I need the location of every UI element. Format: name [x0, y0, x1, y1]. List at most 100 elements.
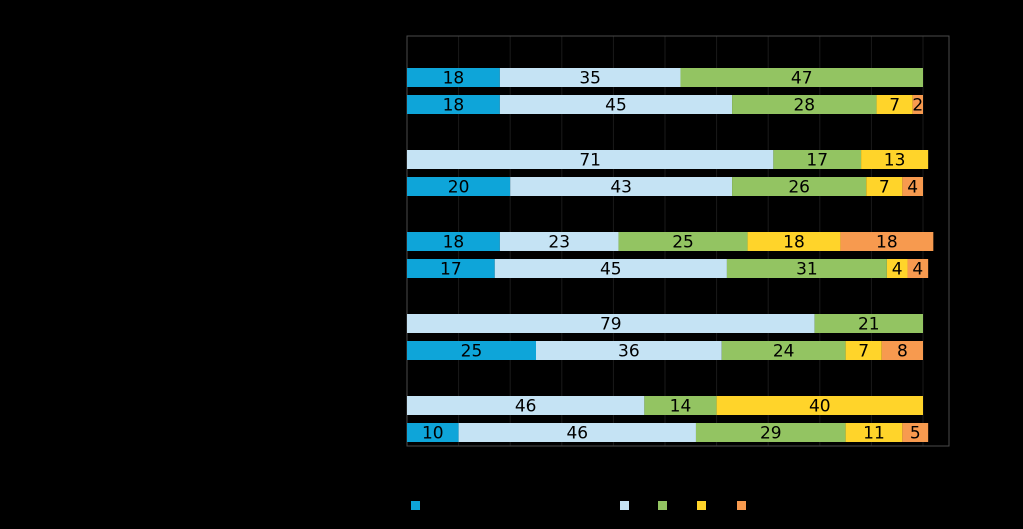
- bar-segment: [680, 68, 923, 87]
- data-label: 25: [461, 342, 483, 362]
- data-label: 25: [672, 233, 694, 253]
- bar-segment: [732, 177, 867, 196]
- bar-segment: [407, 396, 645, 415]
- data-label: 13: [884, 151, 906, 171]
- bar-segment: [407, 232, 500, 251]
- bar-row: 20 43 26 7 4: [407, 177, 923, 198]
- data-label: 18: [443, 96, 465, 116]
- data-label: 18: [443, 233, 465, 253]
- bar-segment: [866, 177, 903, 196]
- legend-swatch: [411, 501, 420, 510]
- data-label: 7: [889, 96, 900, 116]
- data-label: 36: [618, 342, 640, 362]
- bar-row: 71 17 13: [407, 150, 929, 171]
- bar-row: 25 36 24 7 8: [407, 341, 923, 362]
- bar-segment: [695, 423, 846, 442]
- bar-segment: [407, 341, 536, 360]
- bar-segment: [886, 259, 908, 278]
- bar-segment: [716, 396, 923, 415]
- bar-segment: [726, 259, 887, 278]
- bar-segment: [773, 150, 862, 169]
- bar-segment: [644, 396, 717, 415]
- bar-segment: [407, 68, 500, 87]
- data-label: 18: [876, 233, 898, 253]
- data-label: 45: [605, 96, 627, 116]
- bar-segment: [407, 259, 495, 278]
- data-label: 2: [912, 96, 923, 116]
- data-label: 18: [783, 233, 805, 253]
- data-label: 4: [907, 178, 918, 198]
- bar-segment: [907, 259, 929, 278]
- bar-row: 18 45 28 7 2: [407, 95, 923, 116]
- bar-segment: [840, 232, 934, 251]
- bar-segment: [814, 314, 923, 333]
- bar-segment: [861, 150, 929, 169]
- data-label: 79: [600, 315, 622, 335]
- bar-segment: [407, 423, 459, 442]
- data-label: 7: [858, 342, 869, 362]
- data-label: 21: [858, 315, 880, 335]
- data-label: 35: [579, 69, 601, 89]
- bar-segment: [407, 177, 511, 196]
- data-label: 26: [788, 178, 810, 198]
- data-label: 8: [897, 342, 908, 362]
- bar-segment: [536, 341, 722, 360]
- data-label: 10: [422, 424, 444, 444]
- bar-segment: [721, 341, 846, 360]
- data-label: 47: [791, 69, 813, 89]
- data-label: 28: [793, 96, 815, 116]
- legend-swatch: [658, 501, 667, 510]
- data-label: 11: [863, 424, 885, 444]
- data-label: 24: [773, 342, 795, 362]
- bar-segment: [747, 232, 841, 251]
- bar-segment: [499, 68, 681, 87]
- legend-swatch: [620, 501, 629, 510]
- bar-row: 18 35 47: [407, 68, 923, 89]
- bar-segment: [407, 150, 774, 169]
- bar-segment: [902, 423, 929, 442]
- data-label: 71: [579, 151, 601, 171]
- data-label: 43: [610, 178, 632, 198]
- legend-swatch: [737, 501, 746, 510]
- legend-swatch: [697, 501, 706, 510]
- bar-segment: [845, 341, 882, 360]
- bar-segment: [510, 177, 733, 196]
- data-label: 14: [670, 397, 692, 417]
- data-label: 29: [760, 424, 782, 444]
- data-label: 40: [809, 397, 831, 417]
- bar-row: 17 45 31 4 4: [407, 259, 929, 280]
- bar-row: 46 14 40: [407, 396, 923, 417]
- bar-segment: [912, 95, 923, 114]
- data-label: 7: [879, 178, 890, 198]
- bar-segment: [407, 95, 500, 114]
- bar-segment: [881, 341, 923, 360]
- bar-segment: [618, 232, 748, 251]
- bar-segment: [499, 232, 619, 251]
- bar-segment: [732, 95, 877, 114]
- data-label: 45: [600, 260, 622, 280]
- bar-row: 79 21: [407, 314, 923, 335]
- legend: [411, 501, 746, 510]
- data-label: 46: [515, 397, 537, 417]
- bar-segment: [458, 423, 696, 442]
- data-label: 4: [892, 260, 903, 280]
- bar-segment: [902, 177, 923, 196]
- data-label: 17: [806, 151, 828, 171]
- data-label: 17: [440, 260, 462, 280]
- data-label: 23: [548, 233, 570, 253]
- bar-segment: [494, 259, 727, 278]
- bar-segment: [876, 95, 913, 114]
- bar-segment: [845, 423, 903, 442]
- bar-segment: [407, 314, 815, 333]
- bar-row: 10 46 29 11 5: [407, 423, 929, 444]
- bar-segment: [499, 95, 733, 114]
- data-label: 31: [796, 260, 818, 280]
- data-label: 46: [566, 424, 588, 444]
- bar-row: 18 23 25 18 18: [407, 232, 934, 253]
- data-label: 4: [912, 260, 923, 280]
- data-label: 20: [448, 178, 470, 198]
- data-label: 5: [910, 424, 921, 444]
